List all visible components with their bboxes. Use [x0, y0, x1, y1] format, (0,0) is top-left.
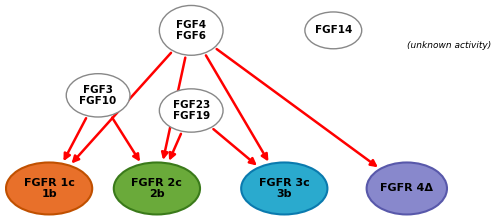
- Text: FGF14: FGF14: [314, 25, 352, 35]
- Text: (unknown activity): (unknown activity): [407, 41, 491, 50]
- Text: FGFR 4Δ: FGFR 4Δ: [380, 183, 434, 193]
- Ellipse shape: [366, 162, 447, 214]
- Ellipse shape: [160, 89, 223, 132]
- Ellipse shape: [305, 12, 362, 49]
- Ellipse shape: [160, 6, 223, 55]
- Text: FGFR 2c
2b: FGFR 2c 2b: [132, 178, 182, 199]
- Text: FGF4
FGF6: FGF4 FGF6: [176, 20, 206, 41]
- Text: FGF3
FGF10: FGF3 FGF10: [80, 85, 116, 106]
- Text: FGFR 1c
1b: FGFR 1c 1b: [24, 178, 74, 199]
- Ellipse shape: [66, 74, 130, 117]
- Ellipse shape: [6, 162, 92, 214]
- Text: FGF23
FGF19: FGF23 FGF19: [172, 100, 210, 121]
- Text: FGFR 3c
3b: FGFR 3c 3b: [259, 178, 310, 199]
- Ellipse shape: [114, 162, 200, 214]
- Ellipse shape: [241, 162, 328, 214]
